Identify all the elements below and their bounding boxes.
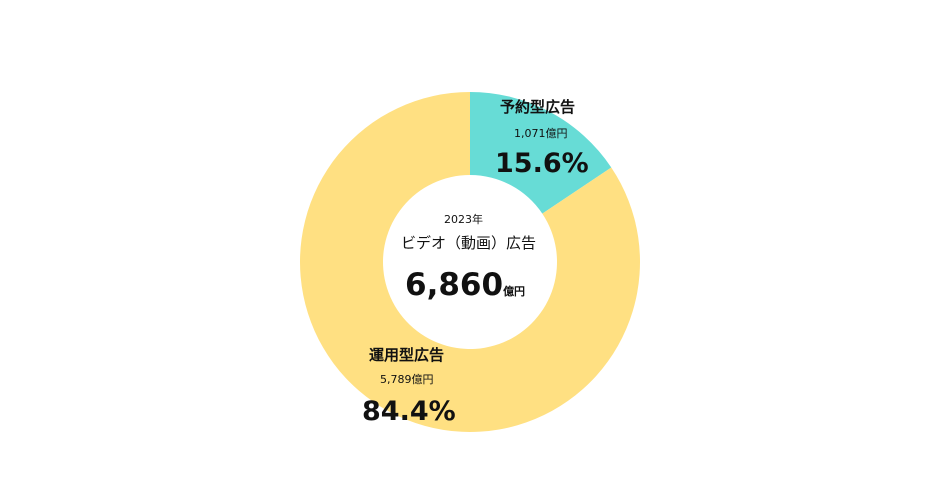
center-unit: 億円 xyxy=(503,285,526,298)
center-total-group: 6,860億円 xyxy=(405,270,525,301)
donut-slice-0 xyxy=(470,92,612,214)
slice-amount-yoyaku: 1,071億円 xyxy=(514,127,568,140)
center-year: 2023年 xyxy=(444,213,483,226)
slice-percent-unyo: 84.4% xyxy=(362,396,456,427)
slice-amount-unyo: 5,789億円 xyxy=(380,373,434,386)
center-total: 6,860 xyxy=(405,267,504,303)
donut-slice-1 xyxy=(300,92,640,433)
slice-label-unyo: 運用型広告 xyxy=(369,346,445,364)
slice-percent-yoyaku: 15.6% xyxy=(495,148,589,179)
slice-label-yoyaku: 予約型広告 xyxy=(500,98,576,116)
donut-slices xyxy=(300,92,640,433)
center-title: ビデオ（動画）広告 xyxy=(401,234,537,252)
